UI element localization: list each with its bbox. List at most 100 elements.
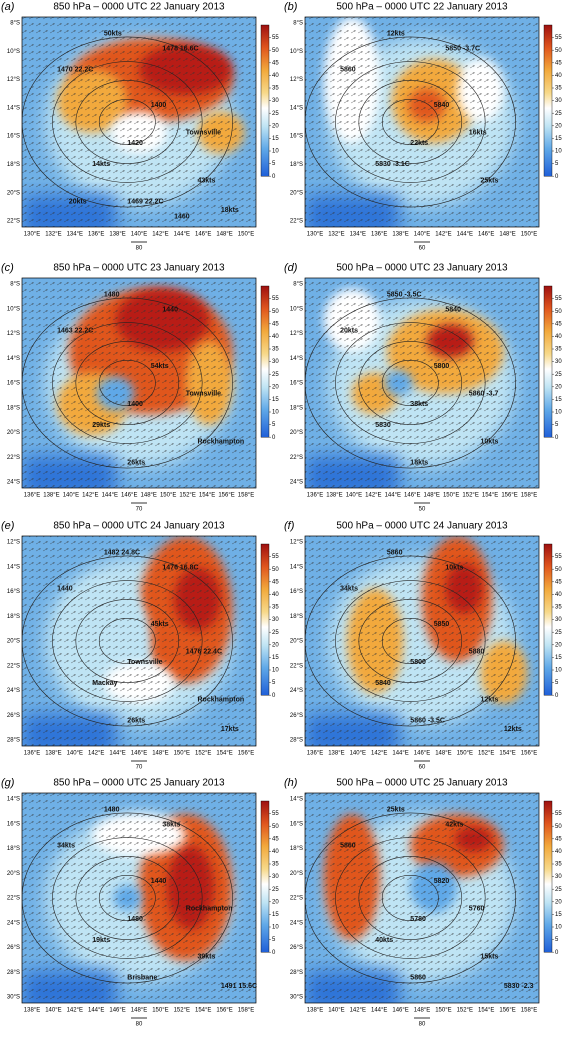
colorbar-tick-label: 55 <box>555 554 562 560</box>
lon-tick-label: 158°E <box>238 1008 254 1014</box>
colorbar <box>260 543 270 696</box>
lat-tick-label: 14°S <box>290 564 303 570</box>
contour <box>305 36 516 208</box>
annotation: 26kts <box>127 460 145 467</box>
colorbar-tick-label: 55 <box>272 554 279 560</box>
contour <box>98 99 156 145</box>
lon-tick-label: 150°E <box>238 232 254 238</box>
lon-tick-label: 136°E <box>24 751 40 757</box>
lat-tick-label: 8°S <box>293 282 303 288</box>
lon-tick-label: 134°E <box>350 232 366 238</box>
lat-tick-label: 30°S <box>290 995 303 1001</box>
lat-tick-label: 10°S <box>7 306 20 312</box>
annotation: Townsville <box>127 659 162 666</box>
annotation: 5780 <box>410 916 426 923</box>
annotation: 5860 -3.7 <box>469 390 499 397</box>
lat-tick-label: 22°S <box>290 455 303 461</box>
wind-vectors <box>22 17 256 227</box>
lat-tick-label: 14°S <box>290 105 303 111</box>
lon-tick-label: 148°E <box>141 493 157 499</box>
colorbar-tick-label: 45 <box>272 579 279 585</box>
annotation: 25kts <box>481 178 499 185</box>
colorbar-tick-label: 45 <box>272 321 279 327</box>
lat-tick-label: 18°S <box>290 405 303 411</box>
annotation: 1476 16.8C <box>162 564 198 571</box>
colorbar-tick-label: 25 <box>272 887 279 893</box>
lon-tick-label: 136°E <box>307 751 323 757</box>
panel-title: 500 hPa – 0000 UTC 24 January 2013 <box>336 521 508 532</box>
colorbar-tick-label: 40 <box>272 592 279 598</box>
colorbar-tick-label: 5 <box>272 161 276 167</box>
lat-tick-label: 14°S <box>7 105 20 111</box>
colorbar-tick-label: 50 <box>272 48 279 54</box>
contour <box>381 875 439 921</box>
map <box>305 793 539 1003</box>
map <box>22 278 256 488</box>
colorbar-tick-label: 30 <box>272 359 279 365</box>
contour <box>305 555 516 727</box>
annotation: 5850 -3.5C <box>387 292 422 299</box>
lon-tick-label: 154°E <box>199 493 215 499</box>
lat-tick-label: 24°S <box>7 480 20 486</box>
panel-title: 500 hPa – 0000 UTC 22 January 2013 <box>336 2 508 13</box>
annotation: 39kts <box>198 954 216 961</box>
lon-tick-label: 132°E <box>328 232 344 238</box>
annotation: 5850 -3.7C <box>445 45 480 52</box>
lat-tick-label: 16°S <box>290 381 303 387</box>
colorbar-tick-label: 50 <box>555 567 562 573</box>
lat-tick-label: 12°S <box>290 77 303 83</box>
lon-tick-label: 150°E <box>521 232 537 238</box>
lon-tick-label: 154°E <box>216 751 232 757</box>
contour <box>381 360 439 406</box>
contour <box>335 61 486 183</box>
reference-vector-label: 80 <box>136 1022 143 1028</box>
contour <box>22 297 233 469</box>
map-frame <box>304 16 540 228</box>
annotation: 22kts <box>410 140 428 147</box>
lon-tick-label: 136°E <box>307 493 323 499</box>
colorbar-tick-label: 55 <box>272 35 279 41</box>
annotation: 16kts <box>469 129 487 136</box>
lon-tick-label: 152°E <box>195 751 211 757</box>
lat-tick-label: 20°S <box>7 430 20 436</box>
lat-tick-label: 16°S <box>7 381 20 387</box>
lon-tick-label: 142°E <box>82 493 98 499</box>
contour <box>22 812 233 984</box>
colorbar-tick-label: 0 <box>272 435 276 441</box>
annotation: 1440 <box>162 306 178 313</box>
annotation: 1480 <box>104 807 120 814</box>
panel-title: 850 hPa – 0000 UTC 23 January 2013 <box>53 263 225 274</box>
annotation: 5830 <box>375 422 391 429</box>
annotation: 50kts <box>104 31 122 38</box>
lon-tick-label: 132°E <box>45 232 61 238</box>
annotation: Townsville <box>186 390 221 397</box>
annotation: 5820 <box>434 878 450 885</box>
lon-tick-label: 154°E <box>482 493 498 499</box>
reference-vector-label: 50 <box>419 507 426 513</box>
lat-tick-label: 28°S <box>7 738 20 744</box>
colorbar-tick-label: 50 <box>555 824 562 830</box>
annotation: 1440 <box>57 585 73 592</box>
colorbar-tick-label: 30 <box>272 874 279 880</box>
lon-tick-label: 144°E <box>457 232 473 238</box>
colorbar-tick-label: 50 <box>272 567 279 573</box>
colorbar <box>543 800 553 953</box>
colorbar-tick-label: 35 <box>272 86 279 92</box>
colorbar-tick-label: 25 <box>272 630 279 636</box>
lon-tick-label: 150°E <box>174 751 190 757</box>
lat-tick-label: 20°S <box>7 190 20 196</box>
colorbar-tick-label: 25 <box>555 111 562 117</box>
lat-tick-label: 22°S <box>7 455 20 461</box>
colorbar <box>260 24 270 177</box>
contour <box>52 580 203 702</box>
colorbar-tick-label: 35 <box>555 862 562 868</box>
colorbar-tick-label: 20 <box>272 123 279 129</box>
lat-tick-label: 24°S <box>7 920 20 926</box>
lon-tick-label: 150°E <box>443 493 459 499</box>
contour <box>75 80 180 164</box>
colorbar-tick-label: 5 <box>272 422 276 428</box>
wind-vectors <box>305 536 539 746</box>
colorbar-tick-label: 50 <box>272 309 279 315</box>
panel-title: 850 hPa – 0000 UTC 24 January 2013 <box>53 521 225 532</box>
lat-tick-label: 20°S <box>290 190 303 196</box>
